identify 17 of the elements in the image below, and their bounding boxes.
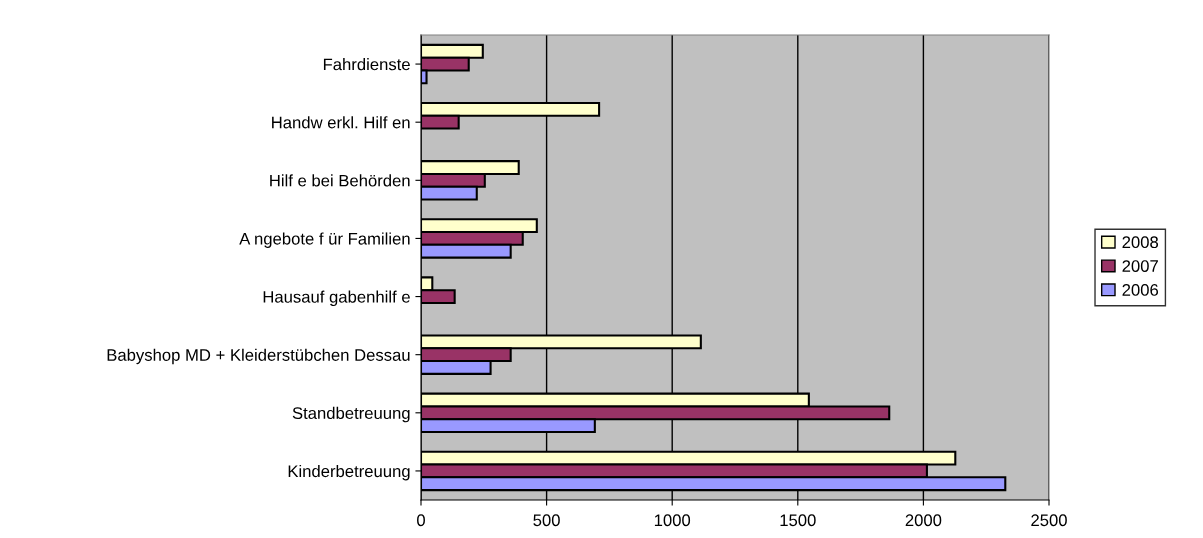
- y-tick-label: Fahrdienste: [323, 58, 410, 71]
- x-tick-label: 2500: [1031, 514, 1067, 527]
- y-tick-label: Standbetreuung: [292, 406, 410, 423]
- y-tick-label: Kinderbetreuung: [288, 464, 410, 481]
- legend-label: 2006: [1122, 284, 1159, 296]
- x-tick-label: 2000: [905, 514, 942, 527]
- y-tick-label: A ngebote f ür Familien: [239, 232, 410, 248]
- y-tick-label: Handw erkl. Hilf en: [272, 116, 410, 129]
- y-tick-label: Babyshop MD + Kleiderstübchen Dessau: [107, 348, 410, 365]
- x-tick-label: 0: [417, 514, 425, 527]
- x-tick-label: 1500: [780, 514, 816, 527]
- x-tick-label: 1000: [654, 514, 691, 527]
- x-tick-label: 500: [533, 514, 560, 527]
- y-tick-label: Hausauf gabenhilf e: [263, 290, 410, 307]
- y-tick-label: Hilf e bei Behörden: [270, 174, 410, 187]
- legend-label: 2008: [1122, 236, 1159, 249]
- legend-label: 2007: [1122, 260, 1158, 272]
